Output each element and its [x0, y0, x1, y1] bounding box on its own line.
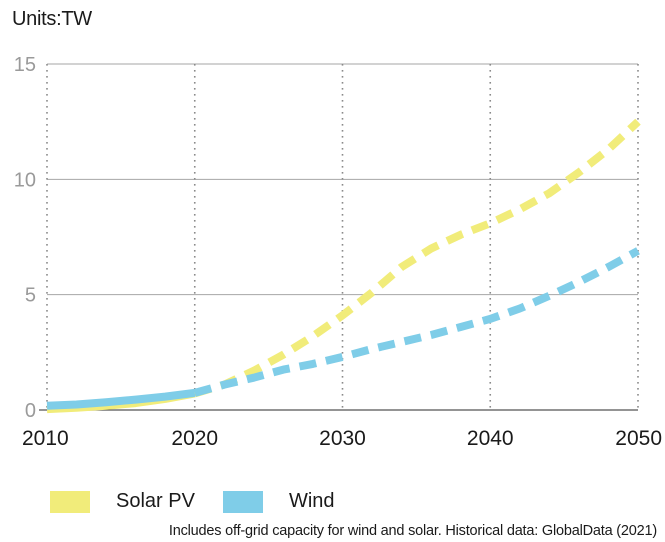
series-line-wind-historical	[46, 388, 196, 410]
line-chart: 0 5 10 15 2010 2020 2030 2040 2050	[14, 54, 662, 450]
series-line-wind-projection	[193, 247, 640, 397]
legend-swatch-wind	[222, 490, 263, 513]
legend: Solar PV Wind	[50, 490, 363, 513]
tick-labels: 0 5 10 15 2010 2020 2030 2040 2050	[14, 54, 662, 450]
legend-label-wind: Wind	[288, 490, 335, 512]
series-lines	[46, 118, 641, 414]
legend-item-solar: Solar PV	[50, 490, 195, 513]
y-tick-label-5: 5	[25, 285, 36, 307]
series-line-solar-pv-projection	[193, 118, 641, 398]
units-label: Units:TW	[12, 8, 92, 30]
y-tick-label-15: 15	[14, 54, 36, 76]
y-tick-label-10: 10	[14, 169, 36, 191]
legend-item-wind: Wind	[222, 490, 335, 513]
x-tick-label-2030: 2030	[319, 427, 366, 450]
y-tick-label-0: 0	[25, 400, 36, 422]
x-tick-label-2020: 2020	[171, 427, 218, 450]
x-tick-label-2040: 2040	[467, 427, 514, 450]
grid	[46, 63, 639, 410]
x-tick-label-2010: 2010	[22, 427, 69, 450]
x-tick-label-2050: 2050	[615, 427, 662, 450]
legend-swatch-solar	[50, 490, 90, 513]
footnote: Includes off-grid capacity for wind and …	[168, 523, 657, 539]
legend-label-solar: Solar PV	[116, 490, 195, 512]
